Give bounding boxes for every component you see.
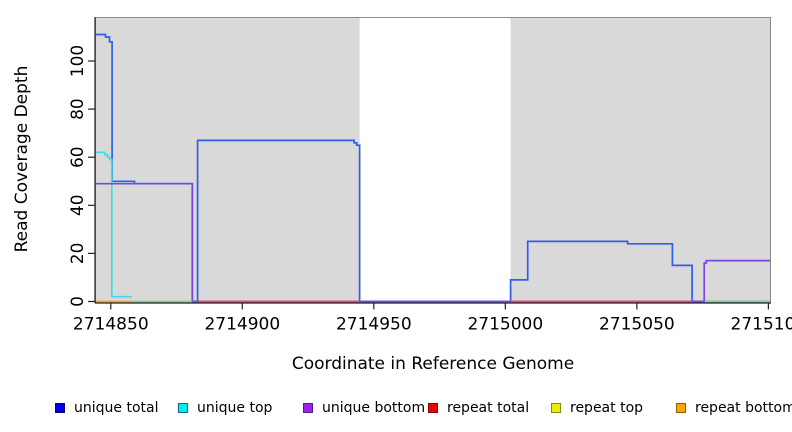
x-tick-label: 2714950 — [336, 315, 412, 335]
x-tick-label: 2714850 — [73, 315, 149, 335]
legend-swatch-repeat-bottom — [676, 403, 686, 413]
legend-label: unique top — [197, 400, 273, 416]
y-tick-label: 100 — [68, 45, 88, 77]
legend-label: repeat bottom — [695, 400, 792, 416]
y-tick-label: 20 — [68, 243, 88, 265]
legend-swatch-unique-top — [178, 403, 188, 413]
x-tick-label: 2715000 — [467, 315, 543, 335]
legend-item-repeat-bottom: repeat bottom — [676, 399, 792, 417]
series-unique-top-line — [95, 151, 132, 298]
legend-label: repeat top — [570, 400, 644, 416]
legend-item-repeat-total: repeat total — [428, 399, 529, 417]
legend-item-repeat-top: repeat top — [551, 399, 643, 417]
x-tick-label: 2715050 — [599, 315, 675, 335]
legend-label: unique total — [74, 400, 159, 416]
plot-legend: unique total unique top unique bottom repea… — [0, 399, 792, 423]
y-axis-title: Read Coverage Depth — [12, 65, 32, 253]
legend-label: unique bottom — [322, 400, 426, 416]
y-tick-label: 60 — [68, 146, 88, 168]
legend-item-unique-bottom: unique bottom — [303, 399, 425, 417]
x-axis-title: Coordinate in Reference Genome — [291, 354, 575, 374]
legend-swatch-unique-bottom — [303, 403, 313, 413]
series-unique-total-line — [95, 33, 771, 303]
legend-swatch-repeat-top — [551, 403, 561, 413]
y-tick-label: 80 — [68, 98, 88, 120]
x-tick-label: 2714900 — [204, 315, 280, 335]
legend-swatch-unique-total — [55, 403, 65, 413]
legend-swatch-repeat-total — [428, 403, 438, 413]
series-unique-bottom-line — [95, 182, 771, 303]
legend-item-unique-top: unique top — [178, 399, 272, 417]
legend-item-unique-total: unique total — [55, 399, 158, 417]
y-tick-label: 40 — [68, 194, 88, 216]
y-tick-label: 0 — [68, 296, 88, 307]
panel-gap-band — [359, 18, 511, 303]
legend-label: repeat total — [447, 400, 530, 416]
